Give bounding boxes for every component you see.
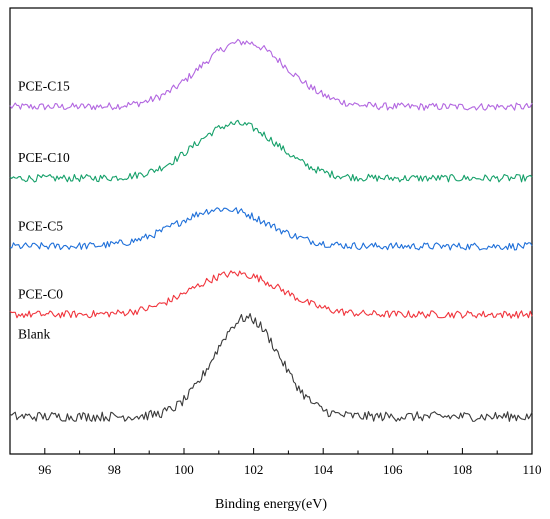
x-tick-label: 104 [313, 462, 333, 477]
series-line-pce-c15 [9, 38, 533, 111]
series-line-pce-c5 [9, 207, 533, 251]
series-label-pce-c15: PCE-C15 [18, 79, 70, 94]
x-tick-label: 96 [38, 462, 52, 477]
plot-frame [9, 7, 533, 455]
x-tick-label: 110 [522, 462, 541, 477]
x-tick-label: 108 [453, 462, 473, 477]
x-tick-label: 102 [244, 462, 264, 477]
series-label-pce-c5: PCE-C5 [18, 218, 63, 233]
series-label-blank: Blank [18, 327, 50, 342]
series-line-pce-c0 [9, 270, 533, 319]
series-layer [9, 38, 533, 422]
x-axis-ticks: 96 98 100 102 104 106 108 110 [9, 448, 542, 477]
x-axis-title: Binding energy(eV) [215, 497, 327, 512]
x-tick-label: 98 [108, 462, 121, 477]
series-line-pce-c10 [9, 119, 533, 183]
x-tick-label: 100 [174, 462, 194, 477]
series-label-pce-c0: PCE-C0 [18, 286, 63, 301]
series-label-pce-c10: PCE-C10 [18, 150, 70, 165]
series-line-blank [9, 313, 533, 422]
series-label-layer: PCE-C15 PCE-C10 PCE-C5 PCE-C0 Blank [18, 79, 70, 342]
x-tick-label: 106 [383, 462, 403, 477]
